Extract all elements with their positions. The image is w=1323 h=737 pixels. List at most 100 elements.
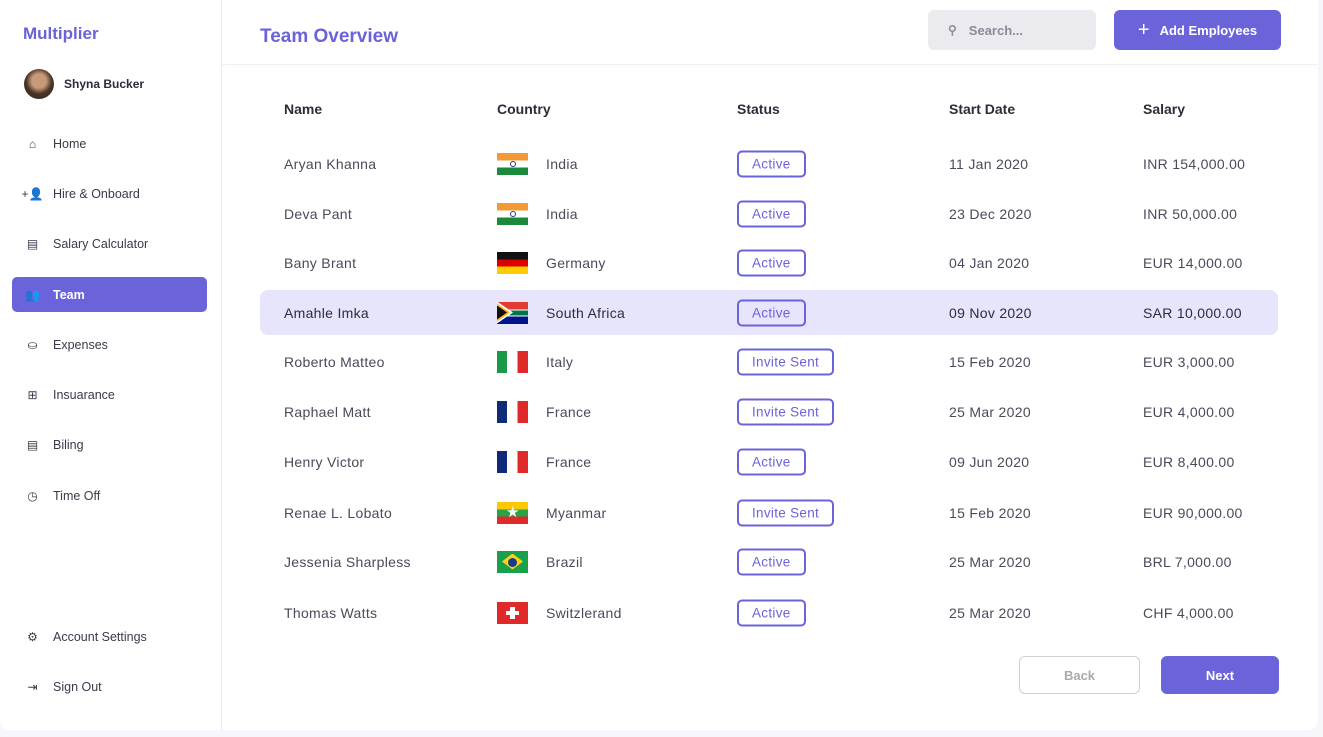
- employee-name: Renae L. Lobato: [284, 504, 393, 521]
- sidebar-item-label: Expenses: [53, 337, 108, 352]
- gear-icon: ⚙: [27, 629, 38, 644]
- country: India: [546, 205, 578, 222]
- sidebar-item-time-off[interactable]: ◷ Time Off: [12, 478, 207, 513]
- flag-south-africa-icon: [497, 301, 528, 324]
- sidebar-item-expenses[interactable]: ⛀ Expenses: [12, 327, 207, 362]
- table-row[interactable]: Thomas Watts Switzlerand Active 25 Mar 2…: [260, 590, 1278, 635]
- column-header-country[interactable]: Country: [497, 101, 551, 117]
- flag-italy-icon: [497, 350, 528, 373]
- flag-brazil-icon: [497, 550, 528, 573]
- table-row[interactable]: Bany Brant Germany Active 04 Jan 2020 EU…: [260, 240, 1278, 285]
- country: South Africa: [546, 304, 626, 321]
- search-placeholder: Search...: [968, 22, 1023, 38]
- team-icon: 👥: [25, 287, 40, 302]
- start-date: 15 Feb 2020: [949, 353, 1031, 370]
- sidebar-item-hire-onboard[interactable]: +👤 Hire & Onboard: [12, 176, 207, 211]
- start-date: 23 Dec 2020: [949, 205, 1032, 222]
- salary: EUR 14,000.00: [1143, 254, 1243, 271]
- salary: INR 50,000.00: [1143, 205, 1238, 222]
- home-icon: ⌂: [28, 136, 37, 151]
- flag-germany-icon: [497, 251, 528, 274]
- salary: EUR 8,400.00: [1143, 453, 1235, 470]
- search-icon: ⚲: [948, 23, 957, 37]
- salary: EUR 90,000.00: [1143, 504, 1243, 521]
- status-badge: Invite Sent: [737, 398, 835, 425]
- user-name: Shyna Bucker: [64, 77, 145, 91]
- table-row[interactable]: Jessenia Sharpless Brazil Active 25 Mar …: [260, 539, 1278, 584]
- sidebar-item-label: Home: [53, 136, 87, 151]
- sidebar-item-insuarance[interactable]: ⊞ Insuarance: [12, 377, 207, 412]
- status-badge: Active: [737, 200, 806, 227]
- column-header-salary[interactable]: Salary: [1143, 101, 1186, 117]
- salary: EUR 4,000.00: [1143, 403, 1235, 420]
- employee-name: Raphael Matt: [284, 403, 371, 420]
- table-row[interactable]: Deva Pant India Active 23 Dec 2020 INR 5…: [260, 191, 1278, 236]
- country: France: [546, 403, 592, 420]
- next-button[interactable]: Next: [1161, 656, 1279, 694]
- start-date: 11 Jan 2020: [949, 155, 1029, 172]
- employee-name: Thomas Watts: [284, 604, 378, 621]
- insurance-icon: ⊞: [27, 387, 38, 402]
- sidebar-item-label: Insuarance: [53, 387, 115, 402]
- salary: CHF 4,000.00: [1143, 604, 1234, 621]
- column-header-status[interactable]: Status: [737, 101, 780, 117]
- status-badge: Active: [737, 150, 806, 177]
- sidebar-item-team[interactable]: 👥 Team: [12, 277, 207, 312]
- flag-france-icon: [497, 450, 528, 473]
- employee-name: Henry Victor: [284, 453, 365, 470]
- user-profile[interactable]: Shyna Bucker: [24, 69, 144, 99]
- flag-switzerland-icon: [497, 601, 528, 624]
- sidebar-item-label: Biling: [53, 437, 84, 452]
- column-header-start-date[interactable]: Start Date: [949, 101, 1016, 117]
- start-date: 09 Jun 2020: [949, 453, 1030, 470]
- employee-name: Aryan Khanna: [284, 155, 377, 172]
- plus-icon: +: [1137, 18, 1150, 41]
- employee-name: Jessenia Sharpless: [284, 553, 411, 570]
- add-employees-button[interactable]: + Add Employees: [1114, 10, 1281, 50]
- table-row[interactable]: Henry Victor France Active 09 Jun 2020 E…: [260, 439, 1278, 484]
- table-row[interactable]: Raphael Matt France Invite Sent 25 Mar 2…: [260, 389, 1278, 434]
- table-row[interactable]: Renae L. Lobato ★ Myanmar Invite Sent 15…: [260, 490, 1278, 535]
- status-badge: Active: [737, 548, 806, 575]
- country: Germany: [546, 254, 606, 271]
- app-logo: Multiplier: [23, 24, 99, 43]
- sign-out-icon: ⇥: [27, 679, 38, 694]
- sidebar-item-sign-out[interactable]: ⇥ Sign Out: [12, 669, 207, 704]
- sidebar: Multiplier Shyna Bucker ⌂ Home +👤 Hire & On…: [0, 0, 222, 730]
- flag-india-icon: [497, 202, 528, 225]
- start-date: 04 Jan 2020: [949, 254, 1030, 271]
- avatar: [24, 69, 54, 99]
- table-row[interactable]: Aryan Khanna India Active 11 Jan 2020 IN…: [260, 141, 1278, 186]
- employee-name: Roberto Matteo: [284, 353, 385, 370]
- salary: BRL 7,000.00: [1143, 553, 1232, 570]
- calculator-icon: ▤: [26, 236, 39, 251]
- back-button[interactable]: Back: [1019, 656, 1140, 694]
- country: France: [546, 453, 592, 470]
- salary: EUR 3,000.00: [1143, 353, 1235, 370]
- flag-france-icon: [497, 400, 528, 423]
- salary: SAR 10,000.00: [1143, 304, 1242, 321]
- start-date: 25 Mar 2020: [949, 553, 1031, 570]
- start-date: 25 Mar 2020: [949, 403, 1031, 420]
- header: Team Overview ⚲ Search... + Add Employee…: [222, 0, 1318, 65]
- sidebar-item-label: Salary Calculator: [53, 236, 149, 251]
- country: India: [546, 155, 578, 172]
- column-header-name[interactable]: Name: [284, 101, 323, 117]
- sidebar-item-label: Hire & Onboard: [53, 186, 140, 201]
- sidebar-item-label: Account Settings: [53, 629, 147, 644]
- search-input[interactable]: ⚲ Search...: [928, 10, 1096, 50]
- table-row[interactable]: Roberto Matteo Italy Invite Sent 15 Feb …: [260, 339, 1278, 384]
- sidebar-item-biling[interactable]: ▤ Biling: [12, 427, 207, 462]
- sidebar-item-home[interactable]: ⌂ Home: [12, 126, 207, 161]
- sidebar-item-label: Sign Out: [53, 679, 102, 694]
- start-date: 15 Feb 2020: [949, 504, 1031, 521]
- clock-icon: ◷: [27, 488, 38, 503]
- sidebar-item-account-settings[interactable]: ⚙ Account Settings: [12, 619, 207, 654]
- add-user-icon: +👤: [21, 186, 44, 201]
- sidebar-item-label: Team: [53, 287, 85, 302]
- country: Brazil: [546, 553, 583, 570]
- status-badge: Invite Sent: [737, 499, 835, 526]
- expenses-icon: ⛀: [27, 337, 38, 352]
- sidebar-item-salary-calculator[interactable]: ▤ Salary Calculator: [12, 226, 207, 261]
- table-row[interactable]: Amahle Imka South Africa Active 09 Nov 2…: [260, 290, 1278, 335]
